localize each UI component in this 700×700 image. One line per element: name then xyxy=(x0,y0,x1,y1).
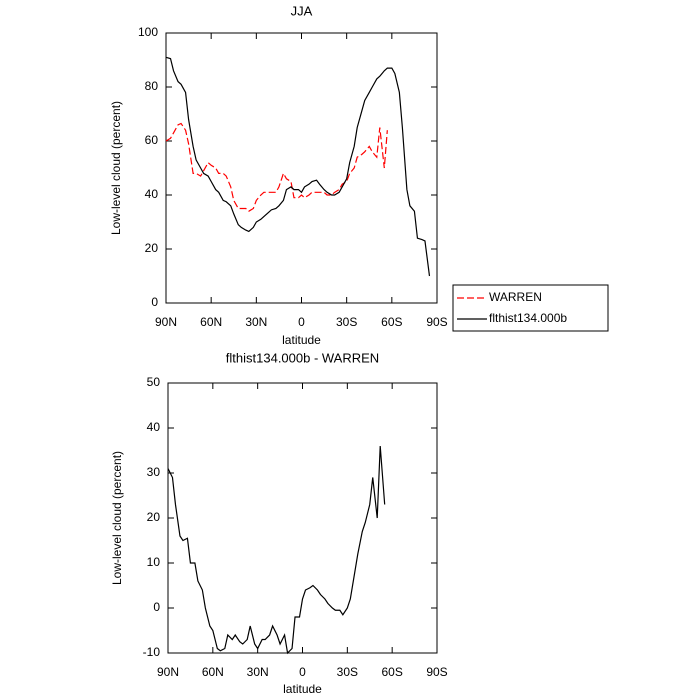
x-tick-label: 90N xyxy=(157,665,179,679)
y-axis-label: Low-level cloud (percent) xyxy=(109,101,123,235)
x-tick-label: 0 xyxy=(299,665,306,679)
x-tick-label: 30S xyxy=(337,665,358,679)
chart-title: JJA xyxy=(291,3,313,18)
x-axis-label: latitude xyxy=(283,682,322,696)
x-tick-label: 0 xyxy=(298,315,305,329)
legend-label: WARREN xyxy=(489,290,542,304)
x-tick-label: 30N xyxy=(247,665,269,679)
x-tick-label: 60S xyxy=(381,665,402,679)
y-tick-label: 40 xyxy=(145,187,159,201)
x-tick-label: 90N xyxy=(155,315,177,329)
y-tick-label: 80 xyxy=(145,79,159,93)
x-tick-label: 60N xyxy=(200,315,222,329)
x-axis-label: latitude xyxy=(282,333,321,347)
y-tick-label: 100 xyxy=(138,25,158,39)
x-tick-label: 90S xyxy=(426,665,447,679)
x-tick-label: 30S xyxy=(336,315,357,329)
y-tick-label: -10 xyxy=(143,645,161,659)
series-line xyxy=(165,56,431,277)
plot-frame xyxy=(165,32,438,304)
y-tick-label: 0 xyxy=(153,600,160,614)
legend-label: flthist134.000b xyxy=(489,311,567,325)
y-tick-label: 0 xyxy=(151,295,158,309)
x-tick-label: 30N xyxy=(245,315,267,329)
x-tick-label: 60S xyxy=(381,315,402,329)
y-axis-label: Low-level cloud (percent) xyxy=(110,451,124,585)
y-tick-label: 50 xyxy=(147,375,161,389)
y-tick-label: 60 xyxy=(145,133,159,147)
y-tick-label: 10 xyxy=(147,555,161,569)
x-tick-label: 60N xyxy=(202,665,224,679)
chart-title: flthist134.000b - WARREN xyxy=(226,350,379,365)
y-tick-label: 20 xyxy=(145,241,159,255)
plot-frame xyxy=(167,382,438,654)
series-line xyxy=(167,445,386,655)
y-tick-label: 20 xyxy=(147,510,161,524)
legend-box xyxy=(452,284,609,332)
y-tick-label: 40 xyxy=(147,420,161,434)
series-line xyxy=(165,122,388,212)
x-tick-label: 90S xyxy=(426,315,447,329)
y-tick-label: 30 xyxy=(147,465,161,479)
